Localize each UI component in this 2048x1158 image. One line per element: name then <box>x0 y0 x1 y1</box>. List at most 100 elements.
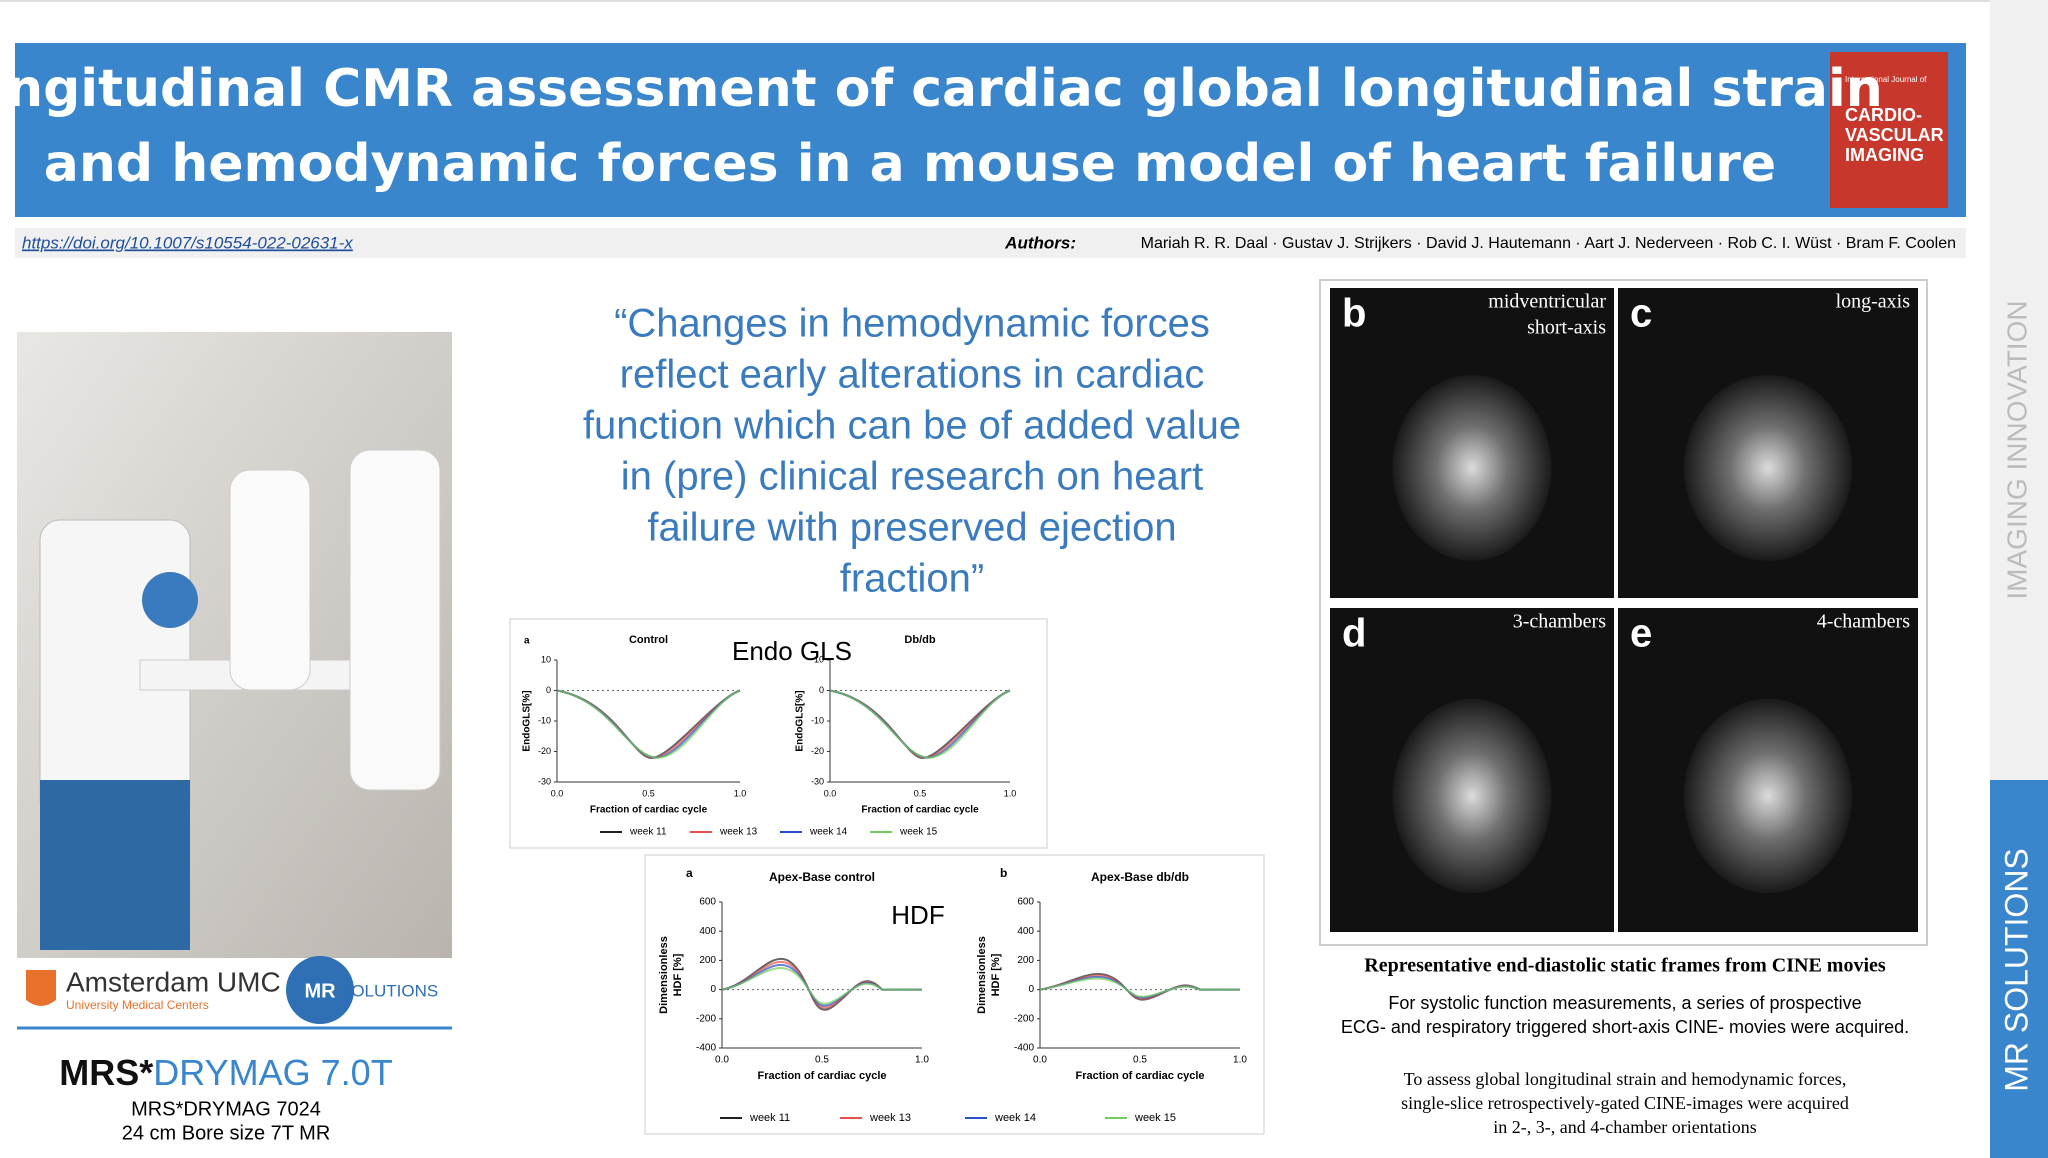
y-tick-label: -200 <box>1014 1013 1034 1024</box>
y-tick-label: 600 <box>1017 897 1034 908</box>
quote-line: “Changes in hemodynamic forces <box>614 302 1210 346</box>
x-tick-label: 0.5 <box>1133 1055 1147 1066</box>
mr-logo-sub: SOLUTIONS <box>340 981 438 1000</box>
y-tick-label: -10 <box>538 715 551 725</box>
panel-letter: c <box>1630 292 1652 336</box>
y-tick-label: -400 <box>1014 1043 1034 1054</box>
journal-text: CARDIO- <box>1845 105 1922 125</box>
y-tick-label: 400 <box>1017 926 1034 937</box>
legend-label: week 11 <box>749 1112 790 1124</box>
panel-label: 4-chambers <box>1817 611 1911 633</box>
title-bar <box>15 43 1966 217</box>
y-tick-label: 200 <box>1017 955 1034 966</box>
x-tick-label: 1.0 <box>915 1055 929 1066</box>
mri-heart <box>1684 698 1852 894</box>
y-tick-label: 0 <box>546 685 551 695</box>
y-tick-label: -10 <box>811 715 824 725</box>
curve <box>721 966 922 1005</box>
y-tick-label: -30 <box>538 776 551 786</box>
y-axis-label: Dimensionless <box>976 936 988 1014</box>
mri-text: ECG- and respiratory triggered short-axi… <box>1341 1017 1909 1037</box>
product-name-part: DRYMAG 7.0T <box>153 1052 392 1093</box>
x-tick-label: 0.5 <box>815 1055 829 1066</box>
legend-label: week 13 <box>719 827 758 838</box>
quote-line: function which can be of added value <box>583 404 1241 448</box>
legend-label: week 15 <box>899 827 938 838</box>
y-tick-label: 10 <box>541 654 551 664</box>
figure-letter: a <box>524 636 530 647</box>
figure-letter: b <box>1000 866 1007 880</box>
figure-label: Endo GLS <box>732 636 852 666</box>
y-tick-label: 200 <box>699 955 716 966</box>
y-tick-label: 400 <box>699 926 716 937</box>
y-tick-label: -400 <box>696 1043 716 1054</box>
side-label: IMAGING INNOVATION <box>2001 300 2032 599</box>
panel-letter: e <box>1630 612 1652 656</box>
journal-text: International Journal of <box>1845 75 1927 84</box>
y-tick-label: -200 <box>696 1013 716 1024</box>
panel-title: Db/db <box>904 634 935 646</box>
mri-heart <box>1684 374 1852 561</box>
side-label: MR SOLUTIONS <box>1998 848 2034 1092</box>
y-tick-label: 0 <box>710 984 716 995</box>
legend-label: week 13 <box>869 1112 911 1124</box>
x-tick-label: 1.0 <box>734 788 747 798</box>
x-tick-label: 0.5 <box>642 788 655 798</box>
y-axis-label: HDF [%] <box>990 953 1002 996</box>
scanner-base <box>40 780 190 950</box>
y-axis-label: EndoGLS[%] <box>795 690 806 751</box>
y-axis-label: EndoGLS[%] <box>522 690 533 751</box>
panel-title: Control <box>629 634 668 646</box>
figure-label: HDF <box>891 900 944 930</box>
x-tick-label: 1.0 <box>1004 788 1017 798</box>
legend-label: week 14 <box>994 1112 1036 1124</box>
person-2 <box>349 449 441 791</box>
x-tick-label: 0.0 <box>551 788 564 798</box>
y-tick-label: 0 <box>1028 984 1034 995</box>
panel-label: 3-chambers <box>1513 611 1607 633</box>
y-axis-label: Dimensionless <box>658 936 670 1014</box>
product-name-part: MRS* <box>59 1052 153 1093</box>
journal-text: IMAGING <box>1845 145 1924 165</box>
mri-heart <box>1392 698 1552 894</box>
doi-link[interactable]: https://doi.org/10.1007/s10554-022-02631… <box>22 233 353 252</box>
figure-letter: a <box>686 866 693 880</box>
x-tick-label: 0.0 <box>824 788 837 798</box>
panel-title: Apex-Base db/db <box>1091 870 1189 884</box>
journal-text: VASCULAR <box>1845 125 1944 145</box>
product-line: MRS*DRYMAG 7024 <box>131 1098 321 1120</box>
y-tick-label: 10 <box>814 654 824 664</box>
authors-label: Authors: <box>1004 233 1076 252</box>
mr-logo-circle <box>286 956 354 1024</box>
y-tick-label: 600 <box>699 897 716 908</box>
legend-label: week 14 <box>809 827 848 838</box>
title: and hemodynamic forces in a mouse model … <box>44 134 1776 194</box>
amsterdam-icon <box>26 970 56 1006</box>
product-line: 24 cm Bore size 7T MR <box>122 1122 331 1144</box>
panel-title: Apex-Base control <box>769 870 875 884</box>
quote-line: in (pre) clinical research on heart <box>621 455 1203 499</box>
amsterdam-sub: University Medical Centers <box>66 998 209 1012</box>
product-name: MRS*DRYMAG 7.0T <box>59 1052 392 1093</box>
info-bar <box>15 228 1966 258</box>
x-axis-label: Fraction of cardiac cycle <box>861 805 979 816</box>
top-rule <box>0 0 2048 2</box>
curve <box>829 689 1011 759</box>
panel-letter: d <box>1342 612 1366 656</box>
legend-label: week 11 <box>629 827 667 838</box>
x-tick-label: 0.0 <box>1033 1055 1047 1066</box>
mri-text: For systolic function measurements, a se… <box>1388 993 1861 1013</box>
y-tick-label: -20 <box>811 746 824 756</box>
x-tick-label: 0.0 <box>715 1055 729 1066</box>
mri-text: To assess global longitudinal strain and… <box>1404 1069 1847 1089</box>
hdf-figure <box>644 854 1265 1135</box>
y-tick-label: -30 <box>811 776 824 786</box>
y-axis-label: HDF [%] <box>672 953 684 996</box>
mri-text: single-slice retrospectively-gated CINE-… <box>1401 1093 1849 1113</box>
x-tick-label: 0.5 <box>914 788 927 798</box>
mri-heart <box>1392 374 1552 561</box>
quote-line: fraction” <box>840 557 985 601</box>
panel-label: long-axis <box>1836 291 1911 313</box>
y-tick-label: -20 <box>538 746 551 756</box>
